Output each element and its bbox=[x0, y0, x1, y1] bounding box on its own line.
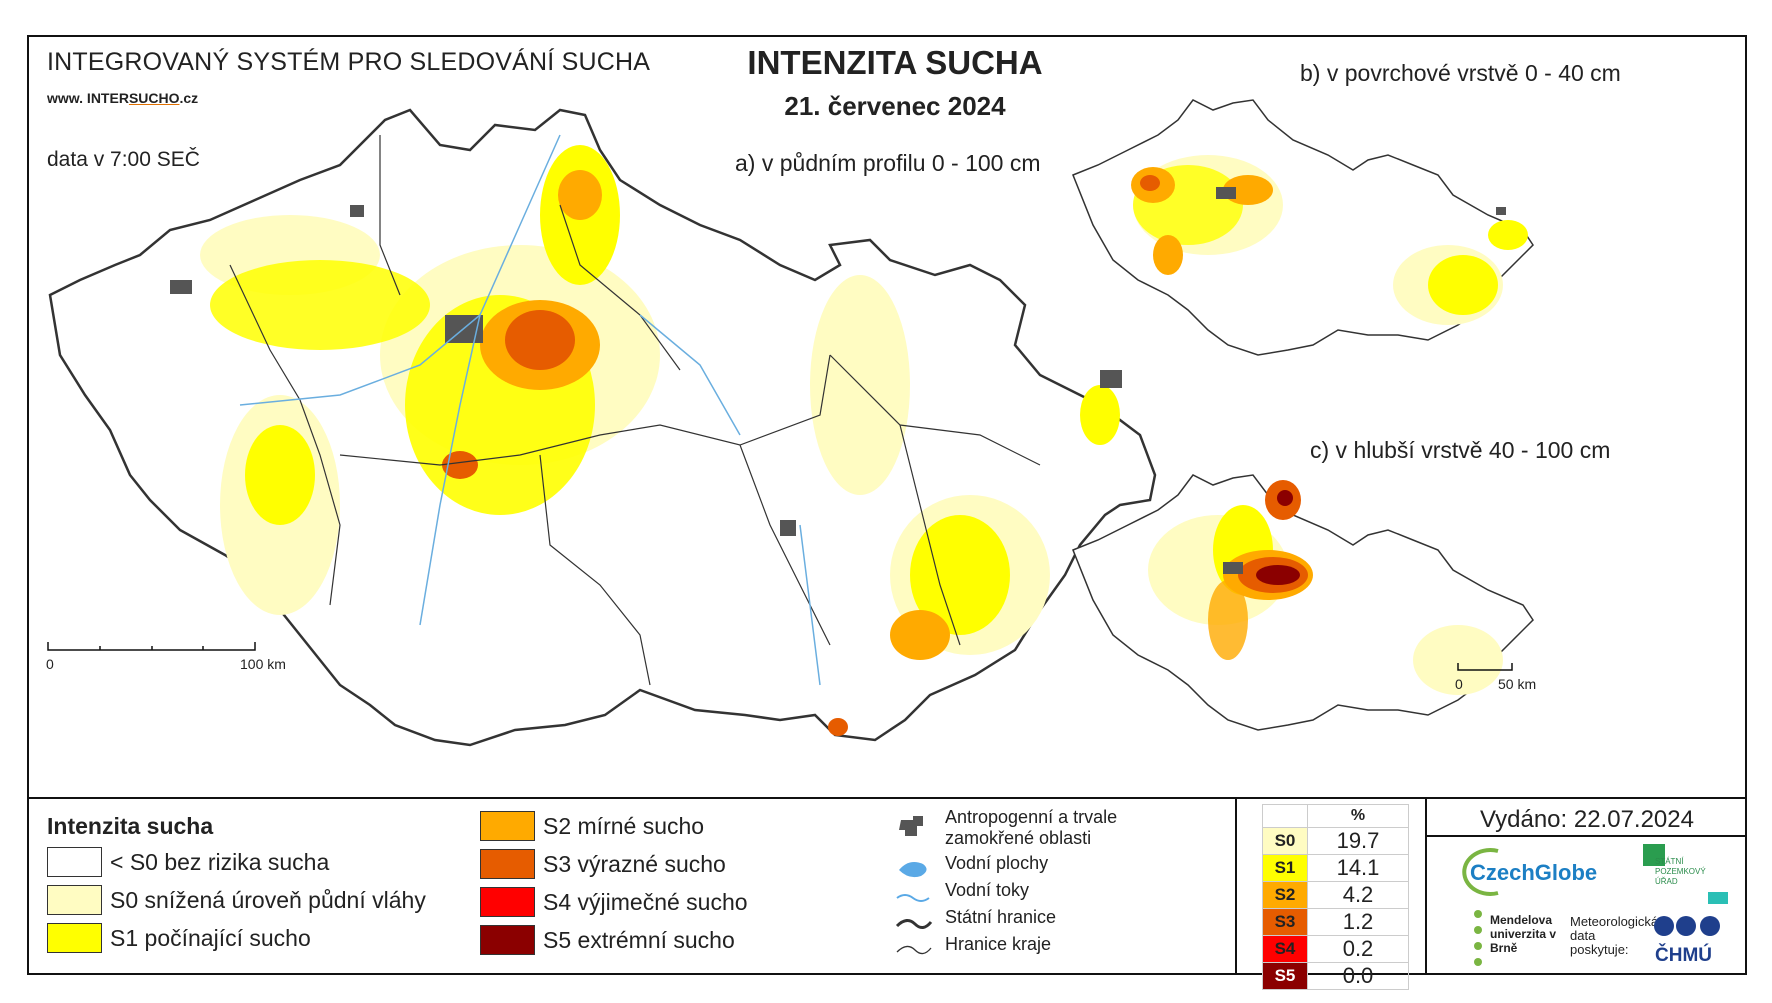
stats-header-code bbox=[1262, 804, 1308, 828]
legend-label-s1: S1 počínající sucho bbox=[110, 925, 311, 951]
legend-label-s3: S3 výrazné sucho bbox=[543, 851, 726, 877]
map-c bbox=[1072, 474, 1534, 731]
stats-code: S2 bbox=[1262, 881, 1308, 909]
legend-swatch-s1 bbox=[47, 923, 102, 953]
map-c-label: c) v hlubší vrstvě 40 - 100 cm bbox=[1310, 437, 1611, 463]
stats-value: 0.2 bbox=[1307, 935, 1409, 963]
stats-code: S3 bbox=[1262, 908, 1308, 936]
legend-label-none: < S0 bez rizika sucha bbox=[110, 849, 330, 875]
system-title: INTEGROVANÝ SYSTÉM PRO SLEDOVÁNÍ SUCHA bbox=[47, 48, 651, 76]
stats-header-row: % bbox=[1262, 804, 1409, 828]
main-date: 21. červenec 2024 bbox=[784, 91, 1006, 121]
stats-code: S5 bbox=[1262, 962, 1308, 990]
legend-swatch-s0 bbox=[47, 885, 102, 915]
legend-swatch-s5 bbox=[480, 925, 535, 955]
data-time: data v 7:00 SEČ bbox=[47, 148, 200, 171]
map-a bbox=[47, 108, 1157, 747]
chmu-logo: ČHMÚ bbox=[1655, 945, 1712, 966]
legend-swatch-s2 bbox=[480, 811, 535, 841]
map-b-anthropogenic-area bbox=[1496, 207, 1506, 215]
stats-code: S4 bbox=[1262, 935, 1308, 963]
legend-swatch-s4 bbox=[480, 887, 535, 917]
legend-label-s5: S5 extrémní sucho bbox=[543, 927, 735, 953]
stats-separator-right bbox=[1425, 797, 1427, 975]
main-title: INTENZITA SUCHA bbox=[747, 44, 1043, 81]
issued-separator bbox=[1425, 835, 1747, 837]
water-body-icon bbox=[899, 862, 927, 878]
stats-value: 14.1 bbox=[1307, 854, 1409, 882]
legend-symbol-state-border: Státní hranice bbox=[945, 907, 1057, 927]
stats-code: S1 bbox=[1262, 854, 1308, 882]
spu-logo-icon bbox=[1643, 844, 1665, 866]
map-c-scale-bar bbox=[1457, 663, 1513, 671]
map-a-scale-bar bbox=[47, 642, 256, 651]
map-b bbox=[1072, 99, 1534, 356]
map-a-rivers bbox=[239, 134, 821, 686]
website-link[interactable]: www. INTERSUCHO.cz bbox=[47, 90, 198, 106]
stats-value: 1.2 bbox=[1307, 908, 1409, 936]
scale-main-end: 100 km bbox=[240, 656, 286, 672]
stats-value: 19.7 bbox=[1307, 827, 1409, 855]
anthropogenic-area-icon bbox=[899, 816, 923, 836]
legend-title: Intenzita sucha bbox=[47, 813, 214, 839]
legend-symbols bbox=[895, 816, 933, 955]
stats-row-s4: S4 0.2 bbox=[1262, 935, 1409, 963]
mendelu-logo-icon bbox=[1474, 910, 1482, 966]
website-suffix: .cz bbox=[179, 90, 199, 106]
map-a-region-borders bbox=[229, 135, 1041, 686]
stats-table: % S0 19.7 S1 14.1 S2 4.2 S3 1.2 S4 0.2 S… bbox=[1262, 804, 1409, 990]
map-b-label: b) v povrchové vrstvě 0 - 40 cm bbox=[1300, 60, 1621, 86]
website-mid: SUCHO bbox=[128, 90, 180, 106]
stats-separator-left bbox=[1235, 797, 1237, 975]
stats-row-s5: S5 0.0 bbox=[1262, 962, 1409, 990]
spu-logo: STÁTNÍ POZEMKOVÝ ÚŘAD bbox=[1655, 857, 1706, 886]
map-c-anthropogenic-area bbox=[1223, 562, 1243, 574]
water-stream-icon bbox=[896, 894, 930, 902]
legend-separator bbox=[27, 797, 1747, 799]
legend-label-s0: S0 snížená úroveň půdní vláhy bbox=[110, 887, 426, 913]
map-b-drought-patches bbox=[1131, 155, 1528, 325]
map-b-anthropogenic-area bbox=[1216, 187, 1236, 199]
website-prefix: www. INTER bbox=[47, 90, 129, 106]
legend-swatch-none bbox=[47, 847, 102, 877]
legend-symbol-streams: Vodní toky bbox=[945, 880, 1030, 900]
stats-row-s2: S2 4.2 bbox=[1262, 881, 1409, 909]
stats-row-s1: S1 14.1 bbox=[1262, 854, 1409, 882]
scale-main-start: 0 bbox=[46, 656, 54, 672]
stats-row-s3: S3 1.2 bbox=[1262, 908, 1409, 936]
issued-date: Vydáno: 22.07.2024 bbox=[1480, 806, 1694, 833]
stats-code: S0 bbox=[1262, 827, 1308, 855]
state-border-icon bbox=[895, 919, 933, 929]
met-data-provider: Meteorologická data poskytuje: bbox=[1570, 914, 1659, 957]
czechglobe-logo-icon bbox=[1462, 848, 1499, 896]
stats-header-percent: % bbox=[1307, 804, 1409, 828]
stats-value: 0.0 bbox=[1307, 962, 1409, 990]
czechglobe-logo: CzechGlobe bbox=[1470, 860, 1598, 885]
legend-label-s2: S2 mírné sucho bbox=[543, 813, 705, 839]
map-a-label: a) v půdním profilu 0 - 100 cm bbox=[735, 150, 1041, 176]
scale-small-start: 0 bbox=[1455, 676, 1463, 692]
chmu-logo-icon bbox=[1654, 916, 1720, 936]
region-border-icon bbox=[896, 945, 932, 955]
stats-row-s0: S0 19.7 bbox=[1262, 827, 1409, 855]
legend-symbol-water-bodies: Vodní plochy bbox=[945, 853, 1049, 873]
legend-label-s4: S4 výjimečné sucho bbox=[543, 889, 748, 915]
stats-value: 4.2 bbox=[1307, 881, 1409, 909]
legend-symbol-anthropogenic: Antropogenní a trvale zamokřené oblasti bbox=[945, 807, 1118, 848]
mendelu-logo: Mendelova univerzita v Brně bbox=[1490, 913, 1557, 955]
map-a-drought-patches bbox=[200, 145, 1120, 736]
legend-swatch-s3 bbox=[480, 849, 535, 879]
legend-symbol-region-border: Hranice kraje bbox=[945, 934, 1052, 954]
scale-small-end: 50 km bbox=[1498, 676, 1537, 692]
spu-accent-icon bbox=[1708, 892, 1728, 904]
